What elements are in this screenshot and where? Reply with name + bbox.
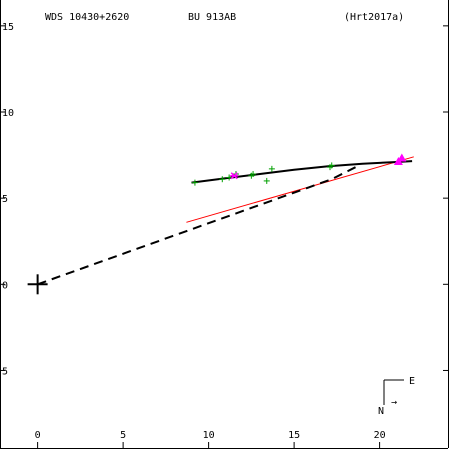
dashed-line xyxy=(37,166,357,286)
pair-label: BU 913AB xyxy=(188,12,236,23)
observation-points xyxy=(27,153,407,295)
compass-arrow-icon: → xyxy=(391,397,397,408)
y-axis-ticks: 15 10 5 0 5 xyxy=(0,22,448,377)
recent-point-triangle xyxy=(393,156,403,165)
y-tick-label: 10 xyxy=(2,108,14,119)
y-tick-label: 5 xyxy=(2,194,8,205)
compass: E N → xyxy=(378,376,415,417)
linear-fit-line xyxy=(186,156,414,223)
x-tick-label: 0 xyxy=(35,430,41,441)
x-tick-label: 20 xyxy=(374,430,386,441)
x-axis-ticks: 0 5 10 15 20 xyxy=(35,430,386,448)
y-tick-label: 15 xyxy=(2,22,14,33)
x-tick-label: 10 xyxy=(203,430,215,441)
y-tick-label: 5 xyxy=(2,366,8,377)
reference-label: (Hrt2017a) xyxy=(344,12,404,23)
y-tick-label: 0 xyxy=(2,280,8,291)
compass-north-label: N xyxy=(378,406,384,417)
wds-id-label: WDS 10430+2620 xyxy=(45,12,129,23)
compass-east-label: E xyxy=(409,376,415,387)
x-tick-label: 15 xyxy=(288,430,300,441)
x-tick-label: 5 xyxy=(120,430,126,441)
